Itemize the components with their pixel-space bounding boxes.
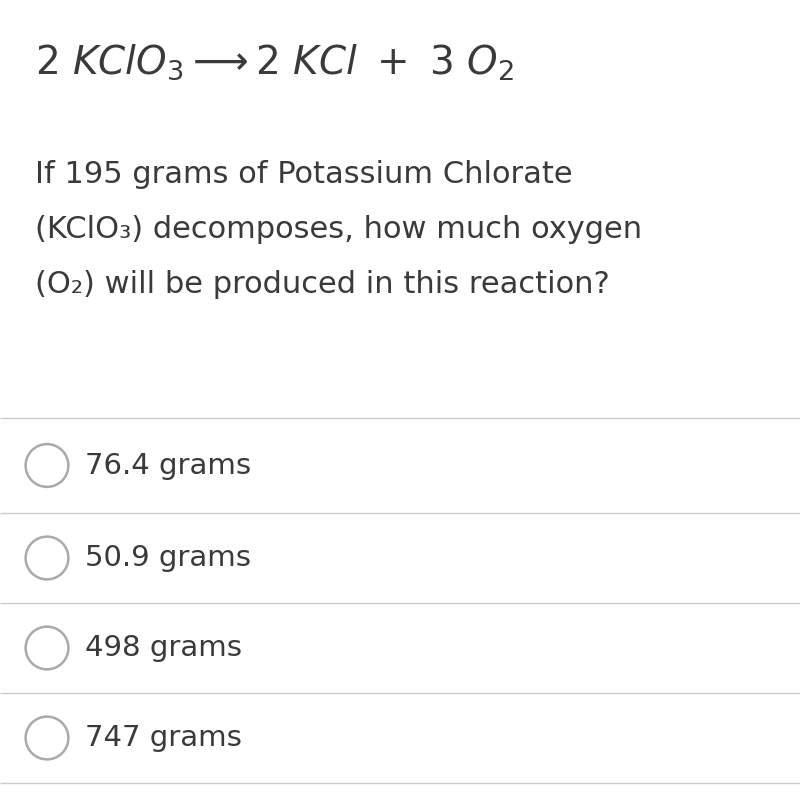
Text: 76.4 grams: 76.4 grams	[85, 452, 251, 480]
Text: (O₂) will be produced in this reaction?: (O₂) will be produced in this reaction?	[35, 270, 610, 299]
Text: If 195 grams of Potassium Chlorate: If 195 grams of Potassium Chlorate	[35, 160, 573, 189]
Point	[41, 552, 54, 565]
Point	[41, 459, 54, 472]
Point	[41, 731, 54, 744]
Text: 498 grams: 498 grams	[85, 634, 242, 662]
Text: 50.9 grams: 50.9 grams	[85, 544, 251, 572]
Text: $2\ \mathit{KClO}_3 \longrightarrow 2\ \mathit{KCl}\ +\ 3\ \mathit{O}_2$: $2\ \mathit{KClO}_3 \longrightarrow 2\ \…	[35, 42, 514, 82]
Text: 747 grams: 747 grams	[85, 724, 242, 752]
Point	[41, 642, 54, 654]
Text: (KClO₃) decomposes, how much oxygen: (KClO₃) decomposes, how much oxygen	[35, 215, 642, 244]
